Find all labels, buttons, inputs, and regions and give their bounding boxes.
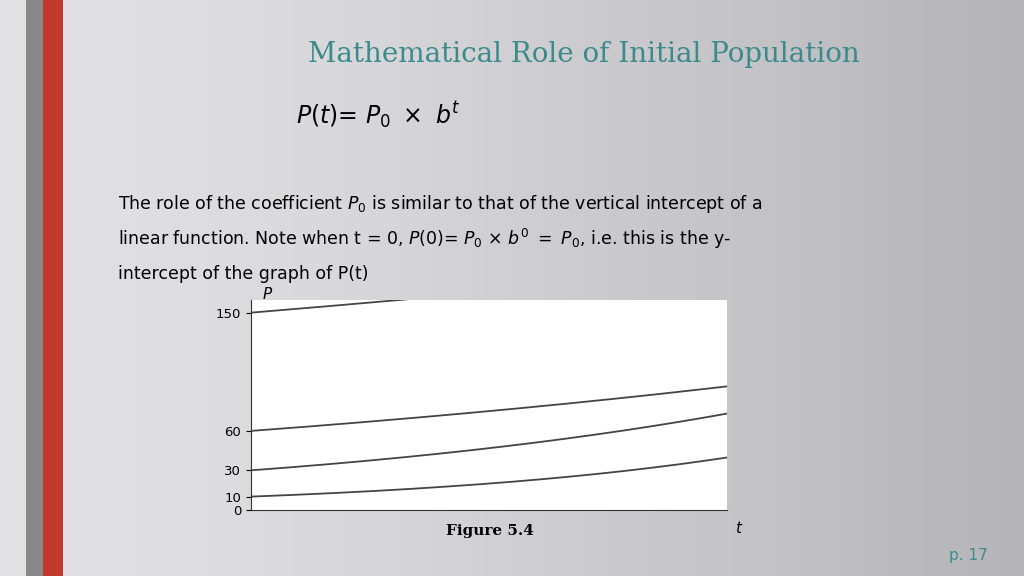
Text: p. 17: p. 17 — [949, 548, 988, 563]
Text: $P(t)$= $P_0\ \times\ b^t$: $P(t)$= $P_0\ \times\ b^t$ — [296, 100, 462, 131]
Text: Figure 5.4: Figure 5.4 — [445, 524, 534, 538]
Text: $P$: $P$ — [262, 286, 273, 302]
Text: The role of the coefficient $P_0$ is similar to that of the vertical intercept o: The role of the coefficient $P_0$ is sim… — [118, 194, 762, 215]
Bar — [26, 0, 54, 576]
Text: linear function. Note when t = 0, $P(0)$= $P_0$ $\times$ $b^0$ $=$ $P_0$, i.e. t: linear function. Note when t = 0, $P(0)$… — [118, 227, 731, 251]
Text: $t$: $t$ — [734, 520, 743, 536]
Text: intercept of the graph of P(t): intercept of the graph of P(t) — [118, 264, 369, 283]
Text: Mathematical Role of Initial Population: Mathematical Role of Initial Population — [308, 41, 859, 68]
Bar — [43, 0, 63, 576]
